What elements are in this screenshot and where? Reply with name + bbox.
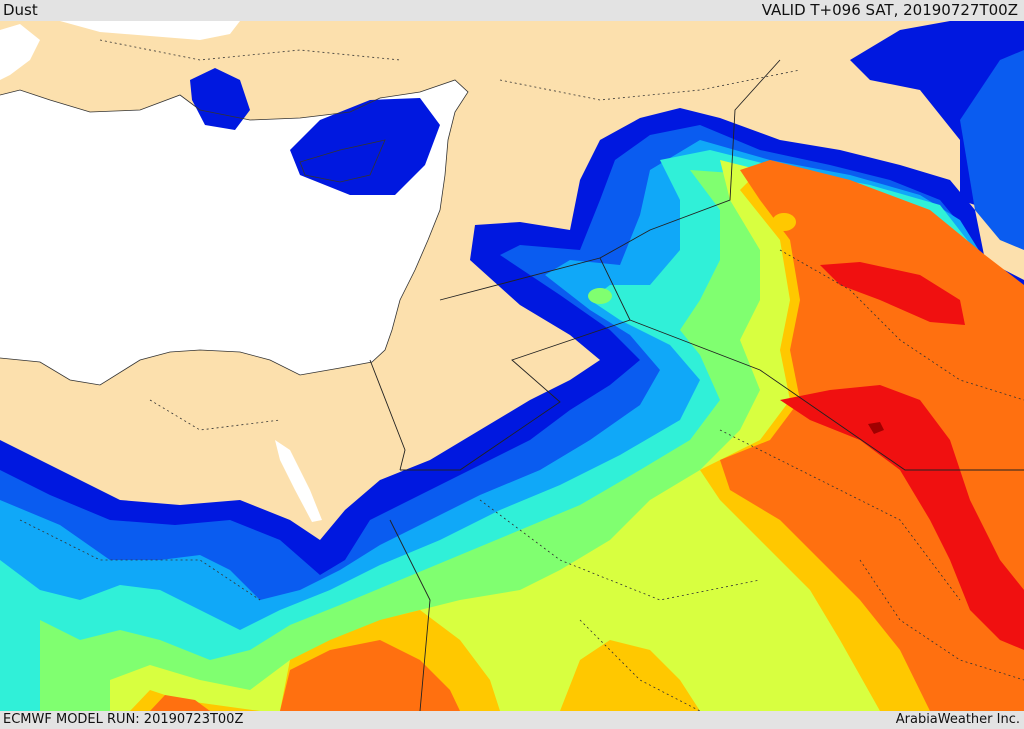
aegean-coast (0, 24, 40, 80)
dust-band-9 (820, 262, 965, 325)
dust-band-9b (780, 385, 1024, 650)
national-borders (369, 59, 1024, 711)
dust-band-8 (150, 160, 1024, 711)
valid-time-label: VALID T+096 SAT, 20190727T00Z (761, 1, 1018, 19)
gulf-of-suez (275, 440, 322, 522)
dust-band-2-ne (960, 50, 1024, 250)
dust-band-1-aegean (190, 68, 250, 130)
green-spot (588, 288, 612, 304)
dust-band-10 (868, 422, 884, 434)
yellow-spot (772, 213, 796, 231)
dust-forecast-map (0, 21, 1024, 711)
dust-band-1-cyprus (290, 98, 440, 195)
map-title: Dust (3, 1, 38, 19)
cyprus-outline (299, 139, 386, 183)
header-bar: Dust VALID T+096 SAT, 20190727T00Z (0, 0, 1024, 21)
provincial-borders (19, 39, 1024, 711)
black-sea (60, 21, 240, 40)
coastline (0, 79, 469, 386)
map-canvas (0, 21, 1024, 711)
footer-bar: ECMWF MODEL RUN: 20190723T00Z ArabiaWeat… (0, 711, 1024, 729)
credit-label: ArabiaWeather Inc. (895, 712, 1020, 727)
model-run-label: ECMWF MODEL RUN: 20190723T00Z (3, 712, 244, 727)
